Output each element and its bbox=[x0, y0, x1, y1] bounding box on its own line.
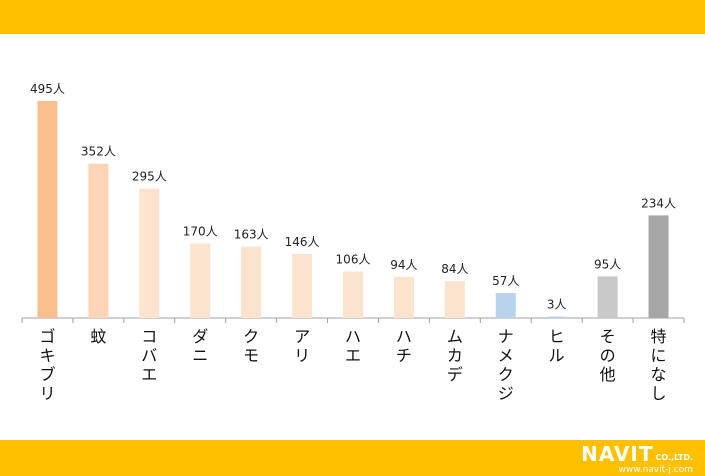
category-label-4: ダニ bbox=[192, 327, 208, 365]
value-label-10: 57人 bbox=[492, 274, 519, 288]
bar-11 bbox=[546, 316, 567, 318]
bottom-banner bbox=[0, 440, 705, 476]
logo-text: NAVIT bbox=[581, 442, 654, 466]
value-label-13: 234人 bbox=[641, 196, 676, 210]
bar-10 bbox=[495, 293, 516, 318]
category-label-6: アリ bbox=[294, 327, 310, 365]
bar-2 bbox=[88, 163, 109, 318]
value-label-8: 94人 bbox=[390, 258, 417, 272]
value-label-6: 146人 bbox=[285, 235, 320, 249]
navit-logo: NAVIT CO.,LTD. www.navit-j.com bbox=[568, 442, 693, 475]
category-label-1: ゴキブリ bbox=[39, 327, 55, 403]
bar-7 bbox=[343, 271, 363, 318]
logo-url: www.navit-j.com bbox=[618, 465, 693, 475]
category-label-9: ムカデ bbox=[447, 327, 463, 384]
bar-13 bbox=[648, 215, 669, 318]
bar-9 bbox=[444, 281, 465, 318]
category-label-2: 蚊 bbox=[90, 327, 106, 346]
bar-4 bbox=[190, 243, 211, 318]
category-label-7: ハエ bbox=[345, 327, 361, 365]
bar-5 bbox=[241, 246, 262, 318]
value-label-9: 84人 bbox=[441, 262, 468, 276]
bar-6 bbox=[292, 253, 313, 318]
bar-12 bbox=[597, 276, 618, 318]
bar-1 bbox=[37, 101, 58, 318]
category-label-13: 特になし bbox=[651, 327, 667, 403]
value-label-12: 95人 bbox=[594, 257, 621, 271]
category-label-10: ナメクジ bbox=[498, 327, 514, 403]
top-banner bbox=[0, 0, 705, 34]
value-label-2: 352人 bbox=[81, 145, 116, 159]
category-label-8: ハチ bbox=[396, 327, 412, 365]
category-label-5: クモ bbox=[243, 327, 259, 365]
category-label-3: コバエ bbox=[141, 327, 157, 384]
value-label-11: 3人 bbox=[547, 298, 567, 312]
value-label-3: 295人 bbox=[132, 170, 167, 184]
value-label-1: 495人 bbox=[30, 82, 65, 96]
value-label-7: 106人 bbox=[336, 253, 371, 267]
bar-3 bbox=[139, 188, 160, 318]
category-label-12: その他 bbox=[600, 327, 616, 384]
bar-8 bbox=[393, 276, 414, 318]
category-label-11: ヒル bbox=[549, 327, 565, 365]
value-label-4: 170人 bbox=[183, 224, 218, 238]
logo-suffix: CO.,LTD. bbox=[655, 453, 693, 462]
value-label-5: 163人 bbox=[234, 228, 269, 242]
